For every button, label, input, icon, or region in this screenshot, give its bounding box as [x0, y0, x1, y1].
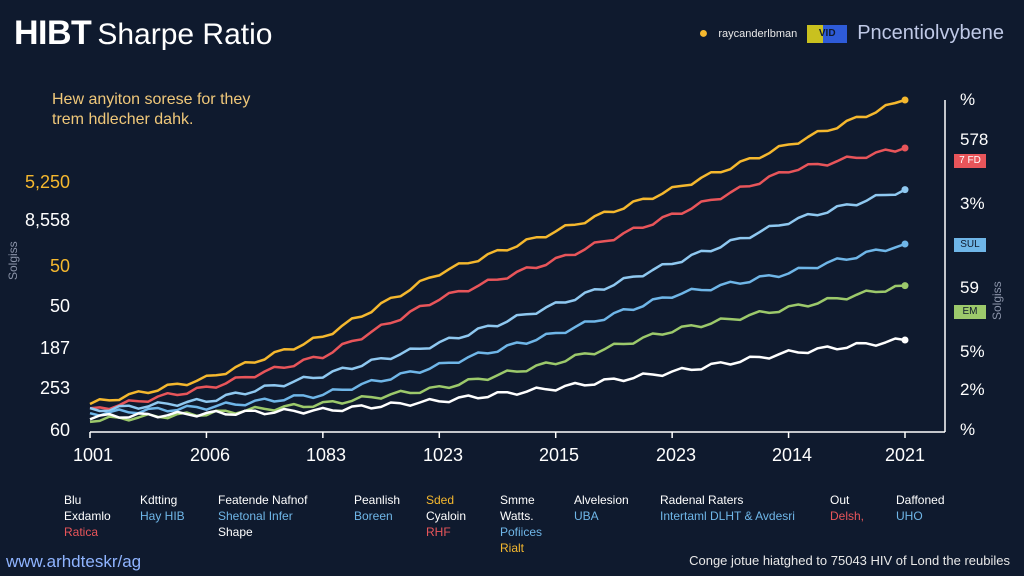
right-tick-label: % [960, 420, 976, 439]
series-line [89, 337, 906, 421]
title-sub: Sharpe Ratio [97, 18, 273, 51]
x-tick-label: 2015 [538, 445, 580, 465]
legend-text: Ratica [64, 525, 99, 539]
x-tick-label: 1083 [305, 445, 347, 465]
left-tick-label: 50 [49, 256, 70, 276]
data-point [901, 186, 909, 194]
legend-text: RHF [426, 525, 451, 539]
right-tick-label: 578 [960, 130, 989, 149]
chart-title: HIBT Sharpe Ratio [14, 14, 272, 53]
legend-text: Pofiices [500, 525, 543, 539]
right-badge: SUL [954, 238, 986, 252]
data-point [901, 336, 909, 344]
data-point [901, 240, 909, 248]
legend-text: Boreen [354, 509, 393, 523]
right-tick-label: 59 [960, 278, 979, 297]
legend-col: Daffoned UHO [896, 492, 945, 524]
legend-text: Intertaml DLHT & Avdesri [660, 509, 795, 523]
legend-col: Peanlish Boreen [354, 492, 400, 524]
legend-text: UHO [896, 509, 923, 523]
legend-text: Delsh, [830, 509, 865, 523]
subtitle-line: Hew anyiton sorese for they [52, 91, 251, 108]
legend-text: Blu [64, 493, 82, 507]
title-main: HIBT [14, 14, 92, 52]
legend-text: Sded [426, 493, 455, 507]
legend-col: Featende Nafnof Shetonal Infer Shape [218, 492, 307, 540]
legend-text: Watts. [500, 509, 534, 523]
left-tick-label: 253 [39, 378, 70, 398]
right-tick-label: 2% [960, 380, 985, 399]
legend-col: Out Delsh, [830, 492, 864, 524]
series-line [89, 188, 906, 413]
data-point [901, 96, 909, 104]
legend-text: Featende Nafnof [218, 493, 308, 507]
x-tick-label: 2014 [771, 445, 813, 465]
data-point [901, 282, 909, 290]
footer-url[interactable]: www.arhdteskr/ag [6, 552, 142, 571]
brand-name: Pncentiolvybene [857, 22, 1004, 44]
legend-col: Alvelesion UBA [574, 492, 629, 524]
series-line [89, 242, 906, 417]
legend-text: Rialt [500, 541, 525, 555]
right-badge: EM [954, 305, 986, 319]
legend-col: Kdtting Hay HIB [140, 492, 185, 524]
left-tick-label: 60 [49, 420, 70, 440]
legend-col: Radenal Raters Intertaml DLHT & Avdesri [660, 492, 795, 524]
legend-text: Daffoned [896, 493, 945, 507]
right-tick-label: 5% [960, 342, 985, 361]
series-line [89, 146, 906, 411]
right-badge: 7 FD [954, 154, 986, 168]
legend-text: Kdtting [140, 493, 178, 507]
left-tick-label: 5,250 [24, 172, 70, 192]
legend-text: Hay HIB [140, 509, 185, 523]
legend-text: Cyaloin [426, 509, 467, 523]
data-point [901, 144, 909, 152]
legend-text: Peanlish [354, 493, 401, 507]
legend-text: UBA [574, 509, 599, 523]
legend-col: Smme Watts. Pofiices Rialt [500, 492, 542, 556]
legend-col: Blu Exdamlo Ratica [64, 492, 111, 540]
right-tick-label: 3% [960, 194, 985, 213]
legend-text: Radenal Raters [660, 493, 744, 507]
left-tick-label: 8,558 [24, 210, 70, 230]
x-tick-label: 2023 [655, 445, 697, 465]
location-pin-icon: ● [698, 24, 709, 42]
legend-col: Sded Cyaloin RHF [426, 492, 466, 540]
left-tick-label: 50 [49, 296, 70, 316]
series-line [89, 98, 906, 406]
legend-text: Exdamlo [64, 509, 111, 523]
subtitle-line: trem hdlecher dahk. [52, 111, 194, 128]
brand-logo: VID [807, 24, 848, 43]
right-tick-label: % [960, 90, 976, 109]
brand-area: ● raycanderlbman VID Pncentiolvybene [699, 22, 1004, 45]
footer-note: Conge jotue hiatghed to 75043 HIV of Lon… [689, 553, 1010, 568]
x-tick-label: 1023 [422, 445, 464, 465]
series-line [89, 284, 906, 424]
left-tick-label: 187 [39, 338, 70, 358]
x-tick-label: 2021 [884, 445, 926, 465]
chart-subtitle: Hew anyiton sorese for they trem hdleche… [52, 90, 250, 130]
x-tick-label: 1001 [72, 445, 114, 465]
legend-text: Smme [500, 493, 535, 507]
legend-text: Shape [218, 525, 253, 539]
brand-small-text: raycanderlbman [718, 27, 798, 40]
legend-text: Shetonal Infer [218, 509, 293, 523]
x-tick-label: 2006 [189, 445, 231, 465]
legend-text: Out [830, 493, 850, 507]
legend-text: Alvelesion [574, 493, 629, 507]
